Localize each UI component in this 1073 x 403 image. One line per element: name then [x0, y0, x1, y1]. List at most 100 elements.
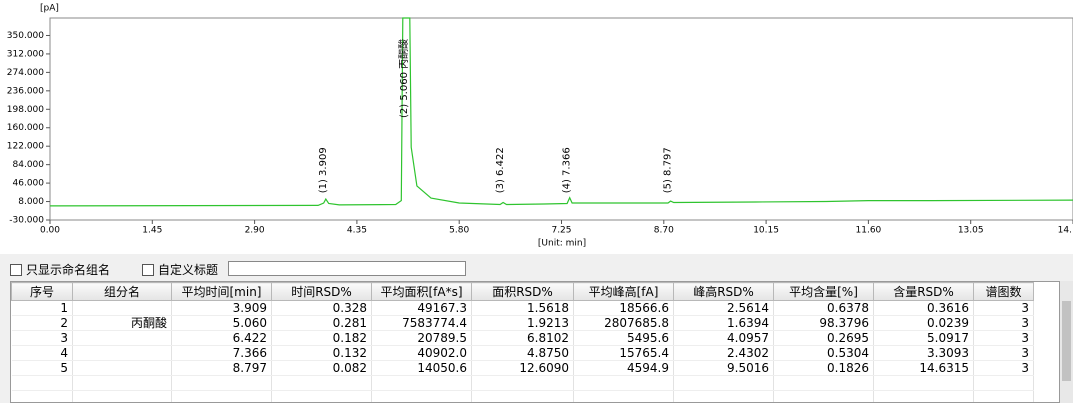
table-cell: 4.8750: [471, 345, 574, 361]
y-tick-label: -30.000: [9, 216, 44, 226]
empty-cell: [873, 375, 974, 391]
table-cell: 0.3616: [873, 300, 974, 316]
table-cell: 1.5618: [471, 300, 574, 316]
table-cell: 0.5304: [773, 345, 874, 361]
table-cell: 0.6378: [773, 300, 874, 316]
table-cell: 14.6315: [873, 360, 974, 376]
table-cell: 3: [973, 360, 1034, 376]
table-cell: 18566.6: [573, 300, 674, 316]
table-cell: 14050.6: [371, 360, 472, 376]
table-cell: 3: [973, 300, 1034, 316]
table-cell: 8.797: [171, 360, 272, 376]
y-tick-label: 236.000: [7, 86, 44, 96]
table-cell: 6.422: [171, 330, 272, 346]
column-header: 含量RSD%: [873, 282, 974, 301]
table-cell: [72, 360, 172, 376]
options-bar: 只显示命名组名 自定义标题: [0, 256, 1073, 280]
table-cell: 5.0917: [873, 330, 974, 346]
x-tick-label: 13.05: [958, 226, 984, 236]
table-cell: 1.9213: [471, 315, 574, 331]
y-tick-label: 198.000: [7, 105, 44, 115]
empty-row: [11, 375, 1034, 391]
table-cell: 3.909: [171, 300, 272, 316]
table-cell: [72, 345, 172, 361]
header-row: 序号 组分名 平均时间[min] 时间RSD% 平均面积[fA*s] 面积RSD% 平均峰高…: [11, 282, 1034, 301]
table-cell: 0.1826: [773, 360, 874, 376]
empty-cell: [271, 390, 372, 402]
checkbox-label: 自定义标题: [158, 263, 219, 277]
column-header: 时间RSD%: [271, 282, 372, 301]
empty-cell: [171, 390, 272, 402]
y-tick-label: 312.000: [7, 49, 44, 59]
checkbox[interactable]: 只显示命名组名: [10, 261, 110, 278]
empty-cell: [471, 390, 574, 402]
chromatogram: [pA] [Unit: min] -30.000 8.000 46.000 84.00…: [0, 0, 1073, 254]
table: 序号 组分名 平均时间[min] 时间RSD% 平均面积[fA*s] 面积RSD% 平均峰高…: [11, 282, 1034, 402]
empty-cell: [72, 390, 172, 402]
table-cell: 20789.5: [371, 330, 472, 346]
results-table: 序号 组分名 平均时间[min] 时间RSD% 平均面积[fA*s] 面积RSD% 平均峰高…: [10, 281, 1060, 403]
table-cell: 丙酮酸: [72, 315, 172, 331]
x-tick-label: 1.45: [142, 226, 162, 236]
table-row: 3 6.422 0.182 20789.5 6.8102 5495.6 4.0957 0.26…: [11, 330, 1034, 346]
x-tick-label: 11.60: [856, 226, 882, 236]
checkbox[interactable]: 自定义标题: [142, 261, 218, 278]
empty-cell: [11, 375, 73, 391]
y-tick-label: 160.000: [7, 123, 44, 133]
empty-cell: [973, 390, 1034, 402]
table-cell: 12.6090: [471, 360, 574, 376]
trace: [49, 17, 1073, 207]
column-header: 平均峰高[fA]: [573, 282, 674, 301]
table-cell: 3.3093: [873, 345, 974, 361]
table-cell: 40902.0: [371, 345, 472, 361]
table-cell: 7583774.4: [371, 315, 472, 331]
table-cell: 4: [11, 345, 73, 361]
empty-cell: [573, 375, 674, 391]
empty-cell: [773, 390, 874, 402]
table-cell: 0.132: [271, 345, 372, 361]
empty-cell: [72, 375, 172, 391]
x-tick-label: 14.: [1058, 226, 1072, 236]
table-cell: 0.0239: [873, 315, 974, 331]
table-cell: 0.328: [271, 300, 372, 316]
table-cell: 4.0957: [673, 330, 774, 346]
table-cell: 9.5016: [673, 360, 774, 376]
table-cell: 3: [973, 315, 1034, 331]
empty-cell: [973, 375, 1034, 391]
y-tick-label: 350.000: [7, 31, 44, 41]
x-tick-label: 4.35: [347, 226, 367, 236]
empty-row: [11, 390, 1034, 402]
empty-cell: [371, 390, 472, 402]
scroll-thumb[interactable]: [1062, 301, 1071, 381]
table-row: 4 7.366 0.132 40902.0 4.8750 15765.4 2.4302 0.5…: [11, 345, 1034, 361]
table-cell: 3: [973, 345, 1034, 361]
column-header: 序号: [11, 282, 73, 301]
table-cell: [72, 300, 172, 316]
scrollbar[interactable]: [1060, 281, 1073, 403]
table-cell: 2: [11, 315, 73, 331]
x-tick-label: 5.80: [449, 226, 469, 236]
peak-label: (2) 5.060 丙酮酸: [397, 39, 410, 118]
table-cell: 3: [11, 330, 73, 346]
table-row: 1 3.909 0.328 49167.3 1.5618 18566.6 2.5614 0.6…: [11, 300, 1034, 316]
table-cell: 15765.4: [573, 345, 674, 361]
table-cell: 5495.6: [573, 330, 674, 346]
peak-label: (5) 8.797: [663, 147, 674, 193]
table-cell: 98.3796: [773, 315, 874, 331]
table-cell: 2.5614: [673, 300, 774, 316]
checkbox-label: 只显示命名组名: [26, 263, 111, 277]
peak-label: (1) 3.909: [318, 147, 329, 193]
empty-cell: [673, 375, 774, 391]
column-header: 面积RSD%: [471, 282, 574, 301]
column-header: 组分名: [72, 282, 172, 301]
empty-cell: [773, 375, 874, 391]
y-tick-label: 84.000: [13, 160, 45, 170]
title-input[interactable]: [228, 261, 466, 276]
x-tick-label: 2.90: [245, 226, 265, 236]
empty-cell: [573, 390, 674, 402]
peak-label: (4) 7.366: [562, 147, 573, 193]
table-cell: 7.366: [171, 345, 272, 361]
x-unit: [Unit: min]: [538, 239, 586, 249]
table-row: 5 8.797 0.082 14050.6 12.6090 4594.9 9.5016 0.1…: [11, 360, 1034, 376]
